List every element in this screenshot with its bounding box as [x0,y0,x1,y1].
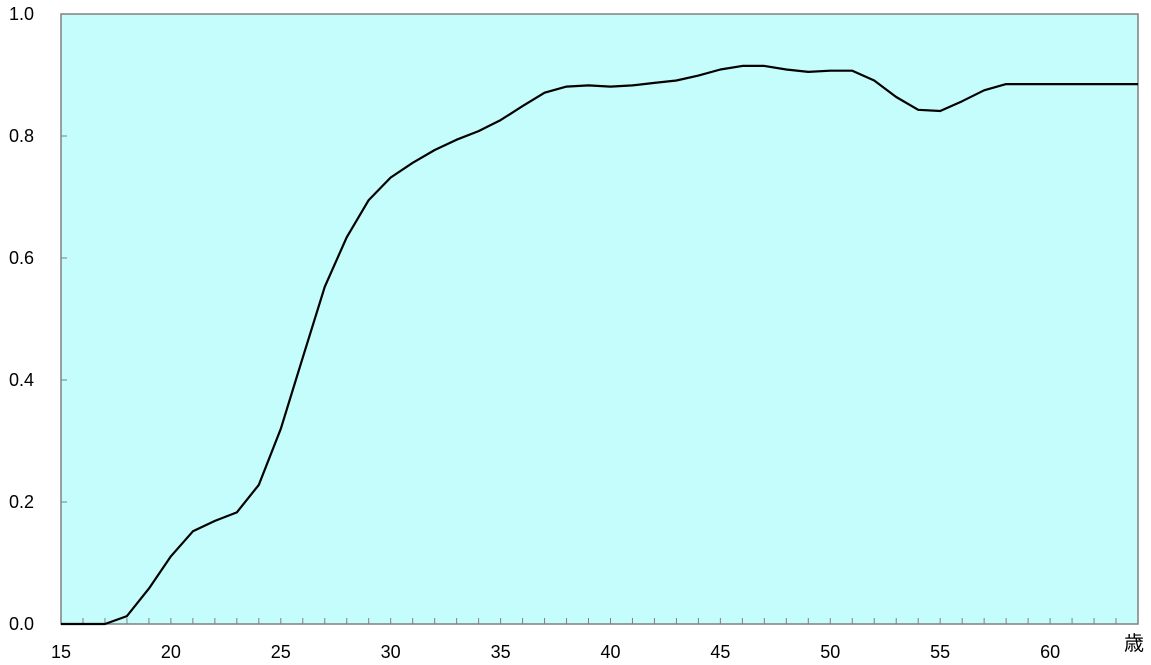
x-tick-label: 25 [271,642,291,662]
y-tick-label: 0.2 [9,492,34,512]
x-tick-label: 50 [820,642,840,662]
y-tick-label: 0.6 [9,248,34,268]
x-tick-label: 60 [1040,642,1060,662]
y-tick-label: 0.4 [9,370,34,390]
x-axis-ticks [60,618,1139,624]
y-tick-label: 0.8 [9,126,34,146]
series-line [61,64,1138,626]
x-tick-label: 20 [161,642,181,662]
x-tick-label: 45 [710,642,730,662]
x-tick-label: 40 [600,642,620,662]
x-axis-tick-labels: 15 20 25 30 35 40 45 50 55 60 [51,642,1060,662]
series-layer [61,64,1138,626]
y-axis-tick-labels: 0.0 0.2 0.4 0.6 0.8 1.0 [9,4,34,634]
y-tick-label: 0.0 [9,614,34,634]
x-tick-label: 35 [491,642,511,662]
plot-area [60,13,1139,625]
x-tick-label: 30 [381,642,401,662]
x-tick-label: 55 [930,642,950,662]
y-tick-label: 1.0 [9,4,34,24]
x-tick-label: 15 [51,642,71,662]
x-axis-unit-label: 歳 [1124,631,1144,655]
